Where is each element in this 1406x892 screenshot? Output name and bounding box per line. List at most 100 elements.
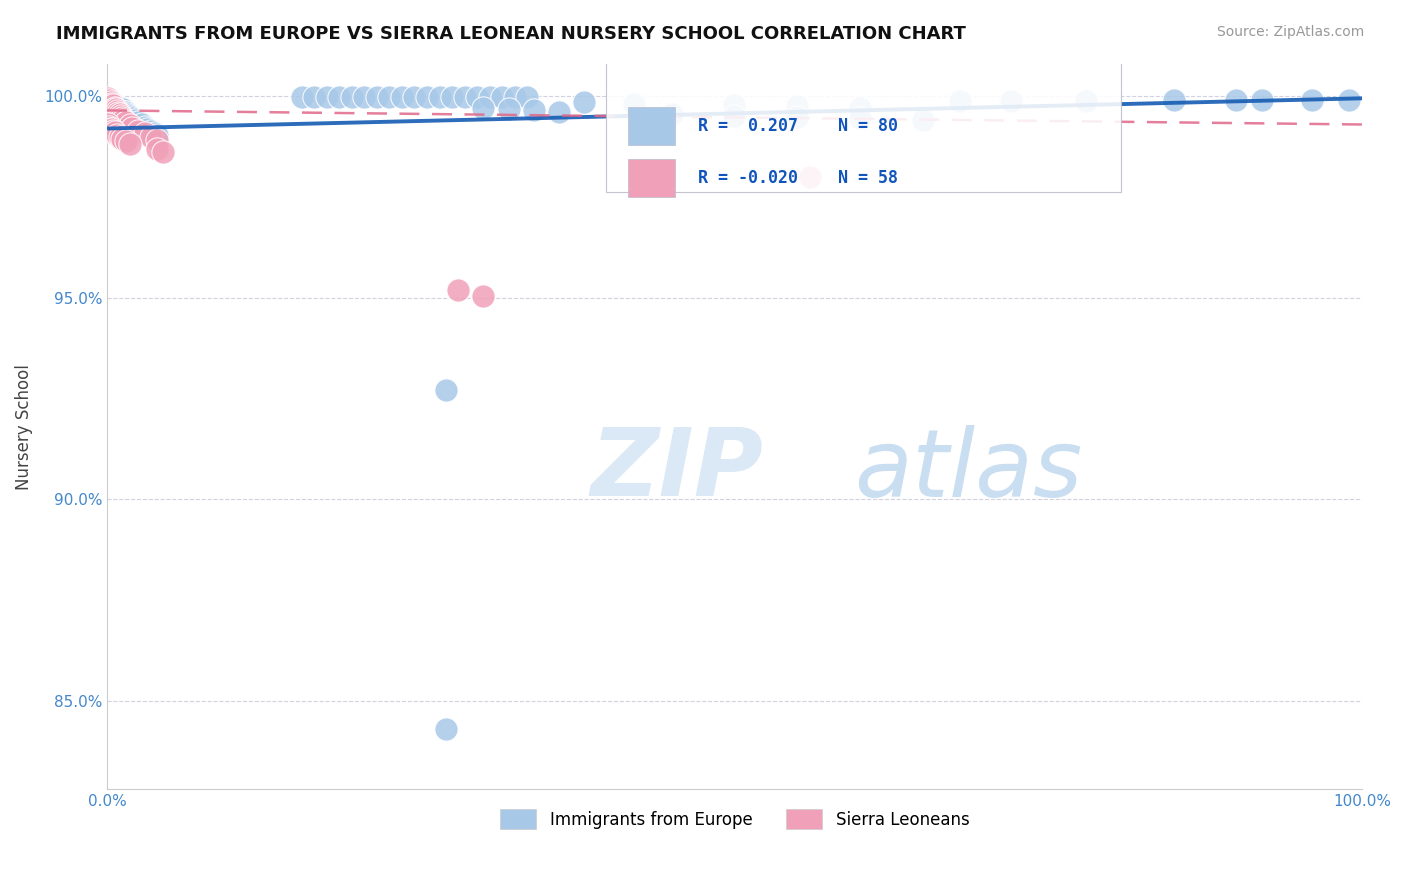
Point xyxy=(1163,93,1185,107)
Point xyxy=(107,106,129,120)
Text: ZIP: ZIP xyxy=(591,425,763,516)
Point xyxy=(103,97,125,112)
Point xyxy=(547,104,569,119)
Point xyxy=(121,120,143,135)
Y-axis label: Nursery School: Nursery School xyxy=(15,364,32,490)
Point xyxy=(108,102,131,116)
Point xyxy=(97,96,120,111)
Point xyxy=(108,129,131,144)
Point xyxy=(523,103,546,118)
Point xyxy=(118,118,141,132)
Point xyxy=(98,97,121,112)
Point xyxy=(391,90,413,104)
Point xyxy=(503,90,526,104)
Point xyxy=(315,90,337,104)
Point xyxy=(134,120,156,134)
Point xyxy=(111,101,134,115)
Point xyxy=(112,113,135,128)
Point xyxy=(472,101,495,115)
Point xyxy=(103,98,125,112)
Point xyxy=(98,100,121,114)
Point xyxy=(498,102,520,116)
Point xyxy=(434,722,457,736)
Point xyxy=(114,104,136,119)
Point xyxy=(97,91,120,105)
Point xyxy=(97,118,120,132)
Text: IMMIGRANTS FROM EUROPE VS SIERRA LEONEAN NURSERY SCHOOL CORRELATION CHART: IMMIGRANTS FROM EUROPE VS SIERRA LEONEAN… xyxy=(56,25,966,43)
Text: Source: ZipAtlas.com: Source: ZipAtlas.com xyxy=(1216,25,1364,39)
Point xyxy=(104,98,127,112)
Point xyxy=(97,103,120,118)
Point xyxy=(104,102,127,116)
Point xyxy=(465,90,488,104)
Point xyxy=(1225,93,1247,107)
Point xyxy=(100,99,122,113)
Point xyxy=(98,93,121,107)
Point xyxy=(101,105,124,120)
Point xyxy=(723,98,745,112)
Point xyxy=(139,123,162,137)
Point xyxy=(101,97,124,112)
Point xyxy=(378,90,401,104)
Bar xyxy=(628,159,675,197)
Point xyxy=(127,115,149,129)
Point xyxy=(786,99,808,113)
Point xyxy=(114,115,136,129)
Point xyxy=(472,289,495,303)
Point xyxy=(453,90,475,104)
Point xyxy=(98,123,121,137)
Point xyxy=(110,110,132,124)
Point xyxy=(146,133,169,147)
Text: R =  0.207    N = 80: R = 0.207 N = 80 xyxy=(699,117,898,135)
Point xyxy=(516,90,538,104)
Point xyxy=(97,109,120,123)
Point xyxy=(111,131,134,145)
Point xyxy=(786,110,808,124)
Point xyxy=(366,90,388,104)
Point xyxy=(661,107,683,121)
Point xyxy=(131,118,153,132)
Point xyxy=(434,384,457,398)
Point xyxy=(101,122,124,136)
Point xyxy=(121,112,143,126)
Point xyxy=(799,169,821,184)
Point xyxy=(97,113,120,128)
Point xyxy=(146,142,169,156)
Point xyxy=(139,129,162,144)
Point xyxy=(100,99,122,113)
Point xyxy=(103,103,125,118)
Text: atlas: atlas xyxy=(853,425,1083,516)
Point xyxy=(441,90,464,104)
Point xyxy=(115,107,138,121)
FancyBboxPatch shape xyxy=(606,48,1121,193)
Point xyxy=(849,112,872,126)
Point xyxy=(100,94,122,108)
Point xyxy=(416,90,439,104)
Point xyxy=(134,126,156,140)
Point xyxy=(911,112,934,127)
Point xyxy=(572,95,595,110)
Point xyxy=(1301,93,1323,107)
Point xyxy=(98,120,121,134)
Point xyxy=(404,90,426,104)
Point xyxy=(290,90,312,104)
Point xyxy=(100,95,122,110)
Point xyxy=(723,109,745,123)
Point xyxy=(143,126,166,140)
Point xyxy=(447,284,470,298)
Point xyxy=(118,136,141,151)
Point xyxy=(105,99,128,113)
Text: R = -0.020    N = 58: R = -0.020 N = 58 xyxy=(699,169,898,187)
Point xyxy=(114,105,136,120)
Point xyxy=(104,104,127,119)
Point xyxy=(648,166,671,180)
Point xyxy=(100,104,122,119)
Point xyxy=(97,99,120,113)
Point xyxy=(98,103,121,118)
Point xyxy=(101,101,124,115)
Point xyxy=(328,90,350,104)
Point xyxy=(103,96,125,111)
Point xyxy=(105,128,128,142)
Point xyxy=(97,102,120,116)
Point xyxy=(103,125,125,139)
